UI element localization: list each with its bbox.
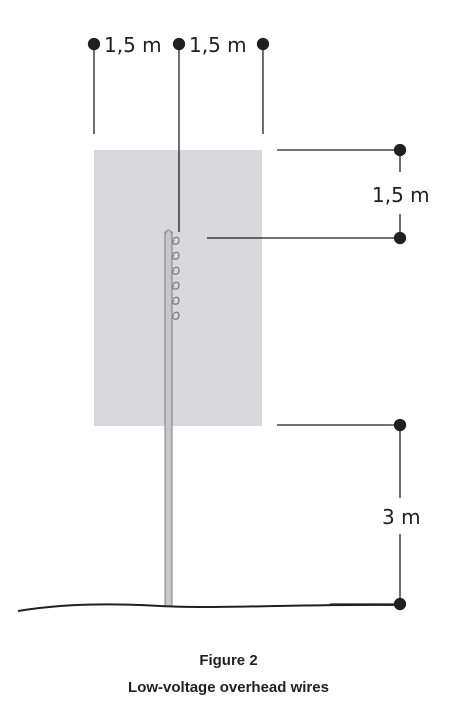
top-dimension-right-label: 1,5 m (189, 33, 247, 57)
top-dimension-left-label: 1,5 m (104, 33, 162, 57)
right-upper-dimension-label: 1,5 m (372, 183, 430, 207)
right-lower-dimension-label: 3 m (382, 505, 421, 529)
figure-title: Low-voltage overhead wires (128, 679, 329, 696)
figure-label: Figure 2 (199, 652, 258, 669)
right-lower-dimension (277, 418, 407, 611)
ground-line (17, 603, 401, 612)
utility-pole (164, 229, 173, 607)
right-upper-dimension (207, 143, 407, 245)
wire-insulators (171, 236, 180, 320)
top-dimension-markers (87, 37, 270, 232)
